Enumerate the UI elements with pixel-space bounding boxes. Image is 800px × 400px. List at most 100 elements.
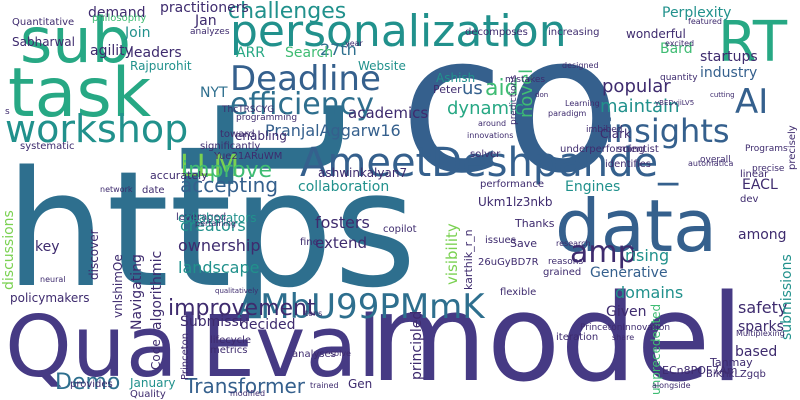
cloud-word: imbibed (586, 125, 623, 135)
cloud-word: research (556, 239, 591, 248)
cloud-word: Website (358, 59, 406, 73)
cloud-word: Perplexity (662, 5, 732, 21)
cloud-word: dev (740, 194, 759, 205)
cloud-word: provides (70, 379, 113, 390)
cloud-word: Programs (745, 144, 788, 154)
cloud-word: copilot (383, 224, 417, 235)
cloud-word: us (462, 78, 483, 99)
cloud-word: decomposes (465, 27, 528, 38)
cloud-word: neural (40, 275, 66, 284)
cloud-word: agility (90, 43, 133, 59)
cloud-word: creators (180, 216, 246, 235)
cloud-word: leaders (130, 45, 182, 61)
cloud-word: Rajpurohit (130, 59, 192, 73)
cloud-word: QualEval (5, 298, 382, 397)
cloud-word: improvement (168, 296, 316, 321)
cloud-word: insights (605, 112, 730, 150)
cloud-word: scientist (617, 144, 659, 155)
cloud-word: grained (543, 267, 582, 278)
cloud-word: task (8, 54, 152, 133)
cloud-word: aid (485, 76, 519, 101)
cloud-word: practitioners (160, 0, 249, 16)
cloud-word: January (130, 376, 176, 390)
cloud-word: Gen (348, 377, 373, 391)
cloud-word: key (35, 239, 60, 255)
cloud-word: ARR (236, 45, 266, 61)
cloud-word: AI (735, 82, 769, 122)
cloud-word: issues (485, 235, 516, 246)
cloud-word: yBEDvjiLV5 (655, 99, 695, 107)
cloud-word: academics (348, 104, 429, 122)
cloud-word: philosophy (92, 13, 147, 24)
cloud-word: lifecycle (210, 335, 252, 346)
cloud-word: cutting (710, 91, 735, 99)
cloud-word: Peter (433, 83, 462, 96)
cloud-word: alongside (652, 381, 691, 390)
cloud-word: Generative (590, 265, 668, 281)
cloud-word: performance (480, 179, 545, 190)
cloud-word: domains (615, 283, 684, 302)
cloud-word: qualitatively (215, 287, 259, 295)
cloud-word: popular (602, 76, 671, 97)
cloud-word: Transformer (185, 374, 306, 398)
cloud-word: flexible (500, 287, 537, 298)
cloud-word: metrics (210, 345, 248, 356)
cloud-word: workshop (5, 107, 189, 151)
cloud-word: wonderful (626, 27, 686, 41)
cloud-word: underperforming (560, 144, 645, 155)
cloud-word: 27th (320, 40, 357, 59)
cloud-word: challenges (228, 0, 347, 24)
cloud-word: accurately (150, 169, 208, 182)
cloud-word: sparks (738, 319, 784, 335)
cloud-word: safety (738, 298, 788, 317)
cloud-word: date (142, 185, 165, 196)
cloud-word: Code (149, 339, 163, 370)
cloud-word: Deadline (230, 59, 381, 99)
cloud-word: 26uGyBD7R (478, 257, 539, 268)
cloud-word: quantity (660, 73, 698, 83)
cloud-word: automatica (688, 159, 734, 168)
cloud-word: programming (236, 113, 298, 123)
cloud-word: featured (688, 17, 722, 26)
cloud-word: Learning (565, 99, 600, 108)
cloud-word: precise (752, 164, 785, 174)
cloud-word: landscape (178, 258, 260, 277)
cloud-word: discussions (1, 210, 17, 290)
cloud-word: BiKhkLZgqb (706, 369, 766, 380)
cloud-word: industry (700, 65, 758, 81)
cloud-word: extend (315, 234, 367, 252)
cloud-word: RT (718, 10, 788, 75)
cloud-word: policymakers (10, 291, 90, 305)
cloud-word: Clark (600, 127, 631, 141)
cloud-word: solver (470, 149, 501, 160)
cloud-word: Navigating (129, 254, 145, 330)
cloud-word: ashwinkalyan7 (318, 166, 408, 180)
cloud-word: s (5, 107, 10, 117)
cloud-word: AMbU99PMmK (237, 287, 485, 327)
cloud-word: Thanks (515, 217, 555, 230)
cloud-word: analyses (292, 349, 336, 360)
cloud-word: efficiency (230, 87, 375, 122)
cloud-word: Sabharwal (12, 35, 75, 49)
cloud-word: personalization (230, 6, 567, 57)
cloud-word: PranjalAggarw16 (265, 121, 401, 140)
cloud-word: identifies (605, 159, 651, 170)
cloud-word: share (612, 333, 635, 342)
cloud-word: overall (700, 155, 731, 165)
cloud-word: improve (182, 158, 273, 183)
cloud-word: LLM (180, 149, 240, 184)
cloud-word: accepting (180, 173, 279, 197)
cloud-word: modified (230, 389, 266, 398)
cloud-word: Yue21ARuWM (214, 151, 283, 162)
cloud-word: enabling (235, 129, 287, 143)
cloud-word: around (478, 119, 507, 128)
cloud-word: precisely (787, 125, 798, 170)
cloud-word: increasing (548, 27, 600, 38)
cloud-word: predictions (509, 75, 519, 125)
cloud-word: toward (220, 129, 255, 140)
cloud-word: amp (570, 235, 637, 270)
cloud-word: Search (285, 45, 334, 61)
cloud-word: Quantitative (12, 17, 75, 28)
cloud-word: algorithmic (149, 250, 165, 330)
